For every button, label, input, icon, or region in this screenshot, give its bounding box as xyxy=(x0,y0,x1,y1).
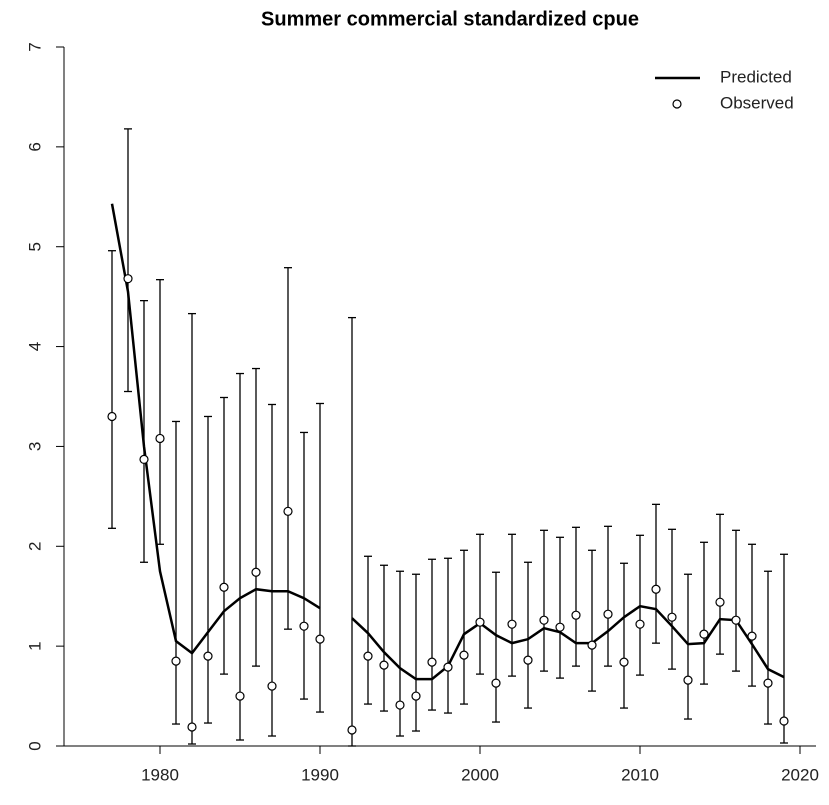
observed-point xyxy=(683,675,693,685)
observed-point xyxy=(443,662,453,672)
observed-point xyxy=(123,274,133,284)
observed-point xyxy=(507,619,517,629)
observed-point xyxy=(603,609,613,619)
observed-point xyxy=(427,657,437,667)
legend-point xyxy=(672,99,682,109)
predicted-line xyxy=(110,203,321,655)
observed-point xyxy=(411,691,421,701)
observed-point xyxy=(571,610,581,620)
observed-point xyxy=(779,716,789,726)
observed-point xyxy=(731,615,741,625)
x-tick-label: 1990 xyxy=(301,765,339,784)
observed-point xyxy=(235,691,245,701)
observed-point xyxy=(203,651,213,661)
observed-point xyxy=(747,631,757,641)
y-tick-label: 5 xyxy=(25,242,44,251)
observed-point xyxy=(299,621,309,631)
observed-point xyxy=(539,615,549,625)
observed-point xyxy=(523,655,533,665)
observed-point xyxy=(251,567,261,577)
x-tick-label: 1980 xyxy=(141,765,179,784)
observed-point xyxy=(171,656,181,666)
observed-point xyxy=(587,640,597,650)
observed-point xyxy=(763,678,773,688)
y-tick-label: 2 xyxy=(25,542,44,551)
observed-point xyxy=(283,506,293,516)
observed-point xyxy=(459,650,469,660)
y-tick-label: 4 xyxy=(25,342,44,351)
observed-point xyxy=(651,584,661,594)
observed-point xyxy=(347,725,357,735)
observed-point xyxy=(475,617,485,627)
legend-label: Observed xyxy=(720,93,794,112)
observed-point xyxy=(155,433,165,444)
observed-point xyxy=(619,657,629,667)
y-tick-label: 1 xyxy=(25,641,44,650)
observed-point xyxy=(635,619,645,629)
y-tick-label: 7 xyxy=(25,42,44,51)
observed-point xyxy=(267,681,277,691)
observed-point xyxy=(555,622,565,632)
x-tick-label: 2010 xyxy=(621,765,659,784)
y-tick-label: 3 xyxy=(25,442,44,451)
observed-point xyxy=(363,651,373,661)
legend-label: Predicted xyxy=(720,67,792,86)
y-tick-label: 0 xyxy=(25,741,44,750)
observed-point xyxy=(395,700,405,710)
observed-point xyxy=(219,582,229,592)
observed-point xyxy=(491,678,501,688)
y-tick-label: 6 xyxy=(25,142,44,151)
observed-point xyxy=(379,660,389,670)
observed-point xyxy=(139,454,149,465)
observed-point xyxy=(699,629,709,639)
observed-point xyxy=(107,411,117,422)
predicted-line xyxy=(351,604,785,681)
x-tick-label: 2020 xyxy=(781,765,819,784)
x-tick-label: 2000 xyxy=(461,765,499,784)
observed-point xyxy=(667,612,677,622)
observed-point xyxy=(315,634,325,644)
observed-point xyxy=(715,597,725,607)
chart-title: Summer commercial standardized cpue xyxy=(261,8,639,30)
observed-point xyxy=(187,722,197,732)
